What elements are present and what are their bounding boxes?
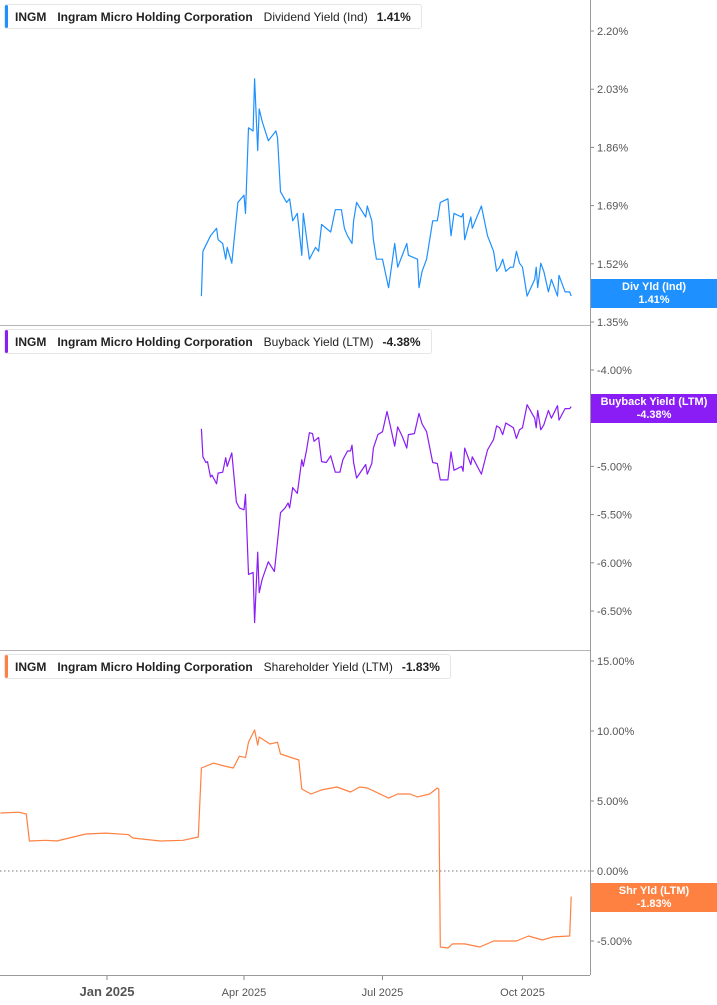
x-tick-label: Jul 2025 bbox=[362, 987, 404, 999]
series-color-marker bbox=[5, 655, 8, 678]
legend-metric: Shareholder Yield (LTM) bbox=[263, 659, 393, 674]
legend-value: 1.41% bbox=[376, 9, 411, 24]
y-tick-label: -5.50% bbox=[597, 510, 632, 522]
y-tick-label: 1.35% bbox=[597, 317, 628, 329]
y-tick-label: 1.52% bbox=[597, 259, 628, 271]
y-tick-label: 1.69% bbox=[597, 201, 628, 213]
y-tick-label: -5.00% bbox=[597, 461, 632, 473]
legend-metric: Buyback Yield (LTM) bbox=[263, 334, 374, 349]
legend-company: Ingram Micro Holding Corporation bbox=[57, 334, 253, 349]
y-tick-label: -5.00% bbox=[597, 936, 632, 948]
legend-value: -4.38% bbox=[382, 334, 421, 349]
y-tick-label: 10.00% bbox=[597, 726, 635, 738]
legend-ticker: INGM bbox=[15, 659, 47, 674]
legend-value: -1.83% bbox=[401, 659, 440, 674]
tag-label: Shr Yld (LTM) bbox=[618, 885, 690, 897]
series-line-shareholder-yield bbox=[0, 729, 572, 949]
tag-value: -1.83% bbox=[636, 898, 672, 910]
tag-value: -4.38% bbox=[636, 409, 672, 421]
legend-ticker: INGM bbox=[15, 334, 47, 349]
tag-label: Div Yld (Ind) bbox=[622, 281, 686, 293]
series-line-buyback-yield bbox=[200, 404, 572, 624]
y-tick-label: -6.00% bbox=[597, 558, 632, 570]
legend-shareholder-yield: INGM Ingram Micro Holding Corporation Sh… bbox=[4, 654, 451, 679]
tag-label: Buyback Yield (LTM) bbox=[600, 396, 708, 408]
series-color-marker bbox=[5, 5, 8, 28]
last-value-tag-dividend: Div Yld (Ind) 1.41% bbox=[591, 279, 717, 308]
x-tick-label: Jan 2025 bbox=[80, 984, 135, 999]
y-tick-label: -4.00% bbox=[597, 365, 632, 377]
series-line-dividend-yield bbox=[200, 78, 572, 297]
x-tick-label: Oct 2025 bbox=[500, 987, 545, 999]
legend-buyback-yield: INGM Ingram Micro Holding Corporation Bu… bbox=[4, 329, 432, 354]
y-tick-label: 2.03% bbox=[597, 84, 628, 96]
legend-company: Ingram Micro Holding Corporation bbox=[57, 9, 253, 24]
legend-ticker: INGM bbox=[15, 9, 47, 24]
x-tick-label: Apr 2025 bbox=[222, 987, 267, 999]
legend-dividend-yield: INGM Ingram Micro Holding Corporation Di… bbox=[4, 4, 422, 29]
legend-metric: Dividend Yield (Ind) bbox=[263, 9, 368, 24]
y-tick-label: 0.00% bbox=[597, 866, 628, 878]
y-tick-label: 1.86% bbox=[597, 142, 628, 154]
tag-value: 1.41% bbox=[638, 294, 670, 306]
y-tick-label: 2.20% bbox=[597, 26, 628, 38]
legend-company: Ingram Micro Holding Corporation bbox=[57, 659, 253, 674]
last-value-tag-buyback: Buyback Yield (LTM) -4.38% bbox=[591, 394, 717, 423]
last-value-tag-shareholder: Shr Yld (LTM) -1.83% bbox=[591, 883, 717, 912]
y-tick-label: 15.00% bbox=[597, 656, 635, 668]
y-tick-label: 5.00% bbox=[597, 796, 628, 808]
series-color-marker bbox=[5, 330, 8, 353]
y-tick-label: -6.50% bbox=[597, 606, 632, 618]
